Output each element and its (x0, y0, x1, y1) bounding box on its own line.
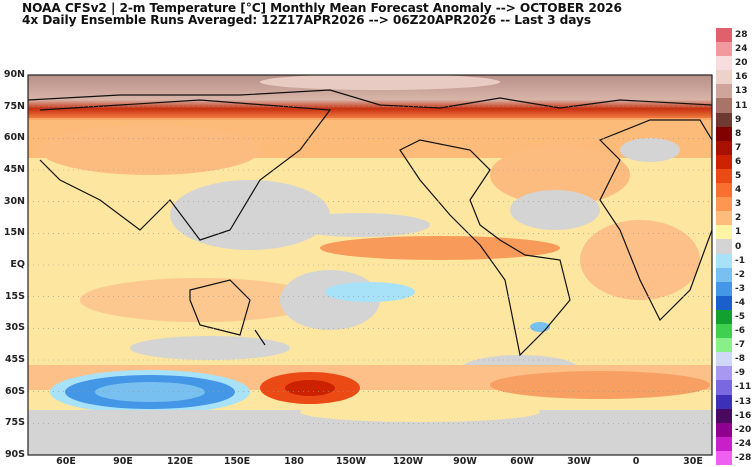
colorbar-label: -24 (735, 438, 752, 449)
lat-label: 45N (3, 164, 25, 175)
lat-label: 75N (3, 100, 25, 112)
lon-label: 60W (510, 456, 534, 467)
colorbar-label: 7 (735, 142, 742, 153)
lat-label: 30N (3, 195, 25, 207)
lon-label: 90E (113, 456, 133, 467)
colorbar-label: 13 (735, 86, 748, 97)
lon-label: 150W (335, 456, 367, 467)
colorbar-bin (716, 394, 732, 410)
colorbar-bin (716, 352, 732, 367)
colorbar-label: 5 (735, 171, 742, 182)
colorbar-label: -3 (735, 283, 745, 294)
map-frame (27, 74, 713, 456)
lon-label: 120E (166, 456, 194, 467)
lon-label: 120W (392, 456, 424, 467)
colorbar-bin (716, 56, 732, 71)
lat-label: 30S (4, 322, 25, 334)
colorbar-label: -7 (735, 340, 745, 351)
colorbar-bin (716, 281, 732, 297)
colorbar-bin (716, 225, 732, 240)
colorbar-label: -28 (735, 452, 752, 463)
temperature-anomaly-map (27, 74, 713, 456)
colorbar-bin (716, 239, 732, 255)
colorbar-label: -9 (735, 368, 745, 379)
colorbar-label: 24 (735, 44, 748, 55)
lat-label: EQ (10, 259, 25, 271)
map-title: NOAA CFSv2 | 2-m Temperature [°C] Monthl… (22, 1, 622, 15)
south-pacific-cool-anomaly (325, 282, 415, 302)
colorbar-label: 9 (735, 114, 742, 125)
colorbar-bin (716, 422, 732, 438)
colorbar-bin (716, 197, 732, 212)
colorbar-label: 6 (735, 156, 742, 167)
colorbar-label: 11 (735, 100, 748, 111)
colorbar-bin (716, 42, 732, 57)
colorbar-label: -13 (735, 396, 752, 407)
colorbar-label: 4 (735, 185, 742, 196)
lon-label: 180 (284, 456, 304, 467)
colorbar-bin (716, 70, 732, 85)
lon-label: 60E (56, 456, 76, 467)
colorbar-bin (716, 84, 732, 99)
colorbar-bin (716, 98, 732, 114)
colorbar-bin (716, 366, 732, 381)
colorbar-label: 8 (735, 128, 742, 139)
colorbar-bin (716, 338, 732, 353)
colorbar-bin (716, 253, 732, 269)
lat-label: 60S (4, 385, 25, 397)
colorbar-bin (716, 112, 732, 128)
lon-label: 30E (683, 456, 703, 467)
coastlines (28, 89, 712, 357)
colorbar-bin (716, 168, 732, 184)
colorbar: 28 24 20 16 13 11 9 8 7 6 5 4 3 2 1 0 -1 -2 -3 -4 -5 -6 -7 -8 -9… (716, 28, 756, 466)
colorbar-bin (716, 126, 732, 142)
colorbar-bin (716, 450, 732, 466)
colorbar-bin (716, 183, 732, 198)
map-subtitle: 4x Daily Ensemble Runs Averaged: 12Z17AP… (22, 13, 591, 27)
enso-warm-anomaly (320, 236, 560, 260)
lat-label: 75S (4, 417, 25, 429)
colorbar-bin (716, 408, 732, 424)
colorbar-bin (716, 267, 732, 283)
lat-label: 90S (4, 449, 25, 461)
colorbar-bin (716, 211, 732, 226)
colorbar-bin (716, 28, 732, 43)
colorbar-label: 16 (735, 72, 748, 83)
colorbar-bin (716, 154, 732, 170)
colorbar-bin (716, 140, 732, 156)
colorbar-label: 3 (735, 199, 742, 210)
colorbar-label: -6 (735, 326, 745, 337)
colorbar-label: -1 (735, 255, 745, 266)
colorbar-label: -8 (735, 354, 745, 365)
colorbar-label: -5 (735, 311, 745, 322)
lat-label: 90N (3, 69, 25, 80)
colorbar-bin (716, 309, 732, 325)
colorbar-label: 2 (735, 213, 742, 224)
lon-label: 150E (223, 456, 251, 467)
colorbar-label: -20 (735, 424, 752, 435)
colorbar-bin (716, 436, 732, 452)
colorbar-label: 1 (735, 227, 742, 238)
lat-label: 60N (3, 132, 25, 144)
colorbar-bin (716, 295, 732, 311)
graticule (28, 106, 712, 424)
colorbar-label: -2 (735, 269, 745, 280)
lon-label: 0 (632, 456, 640, 467)
colorbar-bin (716, 380, 732, 395)
lon-label: 90W (453, 456, 477, 467)
colorbar-bin (716, 324, 732, 339)
lat-label: 45S (4, 354, 25, 366)
colorbar-label: 20 (735, 58, 748, 69)
lon-label: 30W (567, 456, 591, 467)
colorbar-label: -11 (735, 382, 752, 393)
lat-label: 15N (3, 227, 25, 239)
colorbar-label: -4 (735, 297, 745, 308)
lat-label: 15S (4, 290, 25, 302)
colorbar-label: -16 (735, 410, 752, 421)
colorbar-label: 28 (735, 30, 748, 41)
colorbar-label: 0 (735, 241, 742, 252)
